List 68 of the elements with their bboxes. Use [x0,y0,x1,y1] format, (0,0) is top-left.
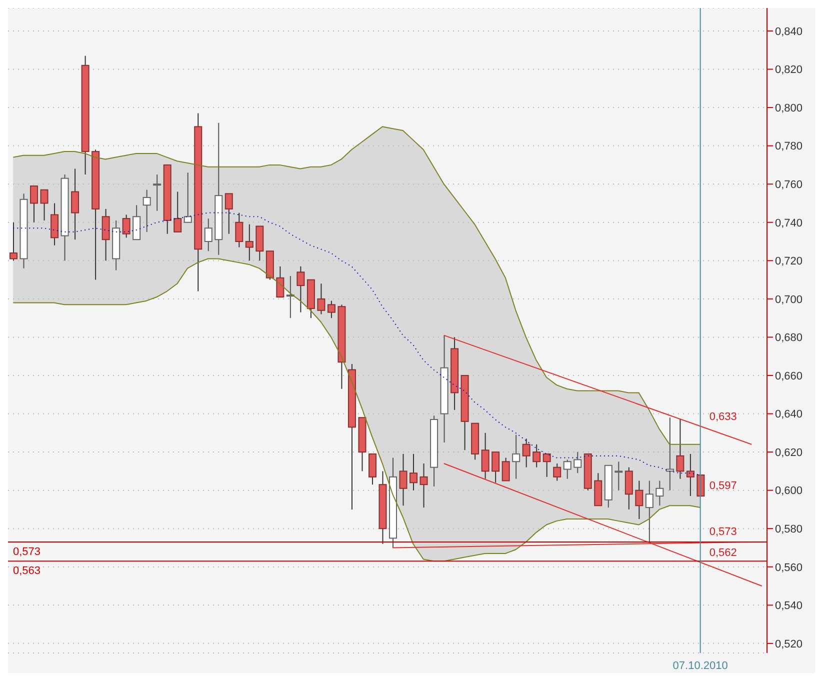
y-tick-label: 0,720 [775,256,803,268]
candlestick [174,191,182,232]
candlestick [492,452,500,484]
y-tick-label: 0,560 [775,562,803,574]
candlestick [30,185,38,223]
candlestick [132,204,141,240]
y-tick-label: 0,820 [775,64,803,76]
y-tick-label: 0,640 [775,408,803,421]
candlestick [676,419,684,480]
y-tick-label: 0,740 [775,217,803,230]
candlestick [635,480,644,520]
line-series [12,126,701,445]
candlestick [368,453,376,486]
candlestick [553,463,562,482]
candlestick [522,438,530,468]
line-series [12,212,701,476]
candlestick [71,168,80,240]
candlestick [142,189,151,232]
candlestick [420,463,428,508]
candlestick [317,283,326,315]
y-tick-label: 0,580 [775,524,803,536]
ref-line-label: 0,563 [13,564,41,577]
y-tick-label: 0,780 [775,140,803,153]
candlestick [10,222,18,262]
candlestick [656,480,664,506]
candlestick [276,266,284,298]
candlestick [399,453,408,506]
y-tick-label: 0,800 [775,102,803,114]
candlestick [574,452,582,474]
candlestick [184,172,192,223]
candlestick [235,212,244,248]
candlestick [614,461,623,491]
candlestick [532,444,541,468]
candlestick [512,434,520,480]
candlestick [624,466,633,510]
annotation: 0,633 [709,411,737,424]
candlestick [645,480,654,542]
candlestick [327,300,336,319]
candlestick [224,193,233,234]
y-tick-label: 0,660 [775,370,803,382]
candlestick [542,453,551,478]
candlestick [122,214,130,238]
y-tick-label: 0,620 [775,446,803,459]
y-tick-label: 0,760 [775,178,803,191]
candlestick [50,202,59,246]
candlestick [40,189,48,221]
annotation: 0,562 [709,547,737,560]
annotation: 0,597 [709,480,737,492]
candlestick [563,459,572,480]
x-tick-label: 07.10.2010 [672,660,728,672]
candlestick [296,266,305,313]
candlestick [410,453,418,491]
y-tick-label: 0,680 [775,332,803,344]
y-tick-label: 0,520 [775,638,803,650]
candlestick [481,432,490,480]
candlestick [686,453,694,497]
y-tick-label: 0,600 [775,485,803,498]
y-tick-label: 0,540 [775,600,803,612]
y-tick-label: 0,840 [775,26,803,38]
annotation: 0,573 [709,526,737,538]
y-tick-label: 0,700 [775,294,803,306]
candlestick [502,457,510,482]
ref-line-label: 0,573 [13,546,41,558]
candlestick [204,218,212,252]
candlestick [102,208,110,262]
candlestick [153,174,162,212]
line-series [12,258,701,562]
candlestick [245,224,254,262]
